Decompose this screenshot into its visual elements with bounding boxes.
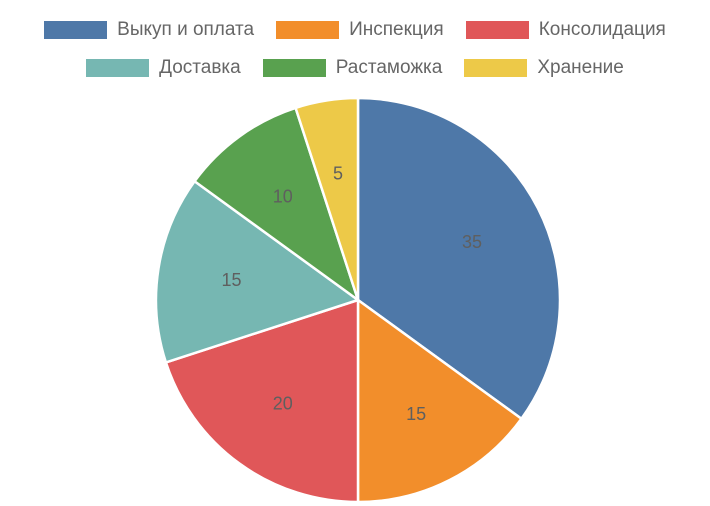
legend-swatch <box>44 21 108 39</box>
legend-item-vykup[interactable]: Выкуп и оплата <box>44 19 254 41</box>
legend-row: Выкуп и оплата Инспекция Консолидация <box>0 19 710 41</box>
data-label-rastamozhka: 10 <box>273 186 293 206</box>
pie-slice-hranenie[interactable] <box>294 96 360 302</box>
data-label-inspekciya: 15 <box>406 404 426 424</box>
legend-swatch <box>262 59 326 77</box>
legend-item-dostavka[interactable]: Доставка <box>86 57 241 79</box>
pie-slice-rastamozhka[interactable] <box>193 106 360 302</box>
legend-label: Инспекция <box>349 19 444 40</box>
legend-swatch <box>276 21 340 39</box>
legend-item-hranenie[interactable]: Хранение <box>464 57 624 79</box>
legend-item-inspekciya[interactable]: Инспекция <box>276 19 444 41</box>
data-label-dostavka: 15 <box>222 270 242 290</box>
legend-label: Консолидация <box>538 19 666 40</box>
legend-row: Доставка Растаможка Хранение <box>0 57 710 79</box>
pie-slice-konsolidaciya[interactable] <box>164 298 360 504</box>
legend-label: Хранение <box>537 57 624 78</box>
legend-label: Растаможка <box>335 57 443 78</box>
pie-slice-vykup[interactable] <box>356 96 562 420</box>
data-label-vykup: 35 <box>462 232 482 252</box>
legend-swatch <box>86 59 150 77</box>
legend-label: Доставка <box>159 57 241 78</box>
pie-slice-inspekciya[interactable] <box>356 298 523 504</box>
legend-item-konsolidaciya[interactable]: Консолидация <box>465 19 666 41</box>
legend-swatch <box>465 21 529 39</box>
legend-swatch <box>464 59 528 77</box>
data-label-konsolidaciya: 20 <box>273 394 293 414</box>
legend-item-rastamozhka[interactable]: Растаможка <box>262 57 443 79</box>
pie-slice-dostavka[interactable] <box>154 180 360 364</box>
data-label-hranenie: 5 <box>333 164 343 184</box>
chart-legend: Выкуп и оплата Инспекция Консолидация До… <box>0 0 710 90</box>
legend-label: Выкуп и оплата <box>117 19 255 40</box>
